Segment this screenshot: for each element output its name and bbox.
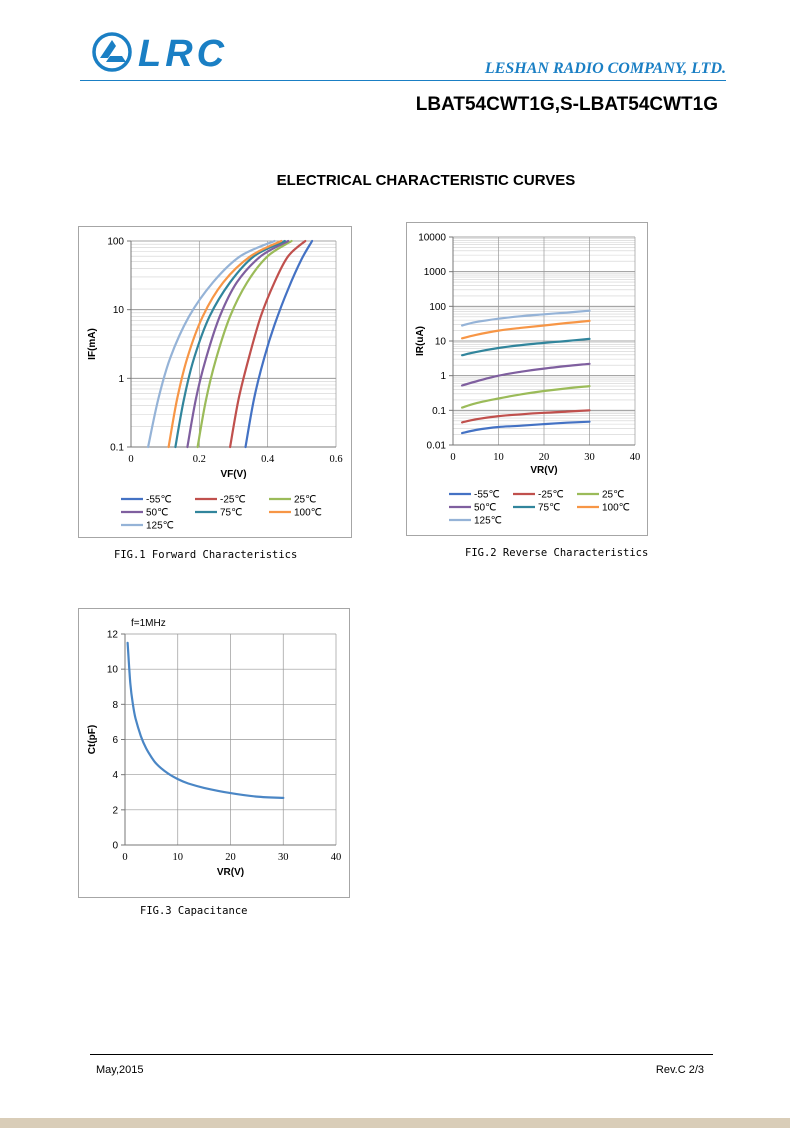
legend-label-5: 100℃ (602, 503, 630, 514)
series-line-3 (186, 239, 290, 449)
legend: -55℃ -25℃ 25℃ 50℃ 75℃ 100℃ 125℃ (449, 490, 630, 527)
y-axis-title: Ct(pF) (87, 725, 98, 754)
footer-date: May,2015 (96, 1064, 144, 1076)
y-tick-label: 1 (118, 374, 124, 385)
x-tick-label: 20 (225, 852, 236, 863)
x-tick-label: 0.2 (193, 454, 206, 465)
y-tick-label: 8 (112, 700, 118, 711)
legend-label-0: -55℃ (474, 490, 500, 501)
company-name: LESHAN RADIO COMPANY, LTD. (484, 60, 726, 77)
series-line-1 (229, 239, 307, 449)
y-tick-label: 0.1 (432, 406, 446, 417)
chart-annotation: f=1MHz (131, 618, 166, 629)
x-tick-label: 40 (331, 852, 342, 863)
forward-characteristics-chart: 0.1 1 10 100 0 0.2 0.4 0.6 VF(V) IF(mA) -55℃ -25℃ 25… (78, 226, 352, 538)
y-tick-label: 100 (107, 237, 124, 248)
x-axis-title: VF(V) (220, 469, 246, 480)
x-axis-title: VR(V) (217, 867, 244, 878)
y-tick-label: 0 (112, 841, 118, 852)
x-tick-label: 40 (630, 452, 641, 463)
y-tick-label: 100 (429, 302, 446, 313)
series-line-0 (461, 420, 591, 435)
fig3-svg: 0 2 4 6 8 10 12 0 10 20 30 40 VR(V) Ct(pF) f=1MHz (87, 618, 342, 878)
legend-label-3: 50℃ (474, 503, 496, 514)
footer-revision: Rev.C 2/3 (655, 1064, 704, 1076)
fig1-svg: 0.1 1 10 100 0 0.2 0.4 0.6 VF(V) IF(mA) -55℃ -25℃ 25… (87, 237, 343, 532)
legend-label-1: -25℃ (538, 490, 564, 501)
fig3-caption: FIG.3 Capacitance (140, 905, 248, 917)
y-tick-label: 1 (440, 371, 446, 382)
x-tick-label: 0 (128, 454, 133, 465)
header-divider (80, 80, 726, 81)
legend-label-4: 75℃ (220, 508, 242, 519)
series-line-0 (126, 641, 285, 799)
x-tick-label: 30 (584, 452, 595, 463)
legend-label-4: 75℃ (538, 503, 560, 514)
series-line-2 (461, 385, 591, 409)
page-bottom-band (0, 1118, 790, 1128)
y-tick-label: 10 (107, 665, 119, 676)
x-tick-label: 20 (539, 452, 550, 463)
capacitance-chart: 0 2 4 6 8 10 12 0 10 20 30 40 VR(V) Ct(pF) f=1MHz (78, 608, 350, 898)
y-tick-label: 0.1 (110, 443, 124, 454)
x-tick-label: 0 (122, 852, 127, 863)
grid (131, 240, 337, 448)
y-tick-label: 6 (112, 735, 118, 746)
footer-divider (90, 1054, 713, 1055)
x-tick-label: 10 (493, 452, 504, 463)
legend-label-5: 100℃ (294, 508, 322, 519)
series-line-4 (461, 337, 591, 357)
x-axis-title: VR(V) (530, 465, 557, 476)
grid (453, 236, 636, 446)
grid (125, 633, 337, 846)
series-line-2 (196, 239, 293, 449)
x-tick-label: 0.4 (261, 454, 275, 465)
logo-text: LRC (138, 33, 229, 75)
series-line-3 (461, 362, 591, 387)
y-tick-label: 0.01 (427, 441, 447, 452)
fig2-caption: FIG.2 Reverse Characteristics (465, 547, 649, 559)
logo-emblem-icon (92, 32, 132, 72)
y-tick-label: 10 (435, 337, 447, 348)
fig1-caption: FIG.1 Forward Characteristics (114, 549, 298, 561)
series-line-6 (147, 239, 276, 449)
series-line-5 (461, 319, 591, 340)
y-tick-label: 2 (112, 805, 118, 816)
series-line-5 (167, 239, 283, 449)
y-tick-label: 4 (112, 770, 118, 781)
legend-label-2: 25℃ (602, 490, 624, 501)
part-number-title: LBAT54CWT1G,S-LBAT54CWT1G (415, 94, 718, 115)
section-title: ELECTRICAL CHARACTERISTIC CURVES (276, 172, 576, 189)
y-tick-label: 1000 (424, 267, 447, 278)
series-line-0 (244, 239, 314, 449)
y-axis-title: IF(mA) (87, 328, 98, 360)
y-tick-label: 10000 (418, 233, 446, 244)
y-tick-label: 10 (113, 305, 125, 316)
reverse-characteristics-chart: 0.01 0.1 1 10 100 1000 10000 0 10 20 30 40 VR(V) IR(u… (406, 222, 648, 536)
legend-label-0: -55℃ (146, 495, 172, 506)
x-tick-label: 0.6 (329, 454, 342, 465)
legend-label-3: 50℃ (146, 508, 168, 519)
x-tick-label: 30 (278, 852, 289, 863)
legend-label-6: 125℃ (474, 516, 502, 527)
legend-label-2: 25℃ (294, 495, 316, 506)
y-tick-label: 12 (107, 630, 119, 641)
x-tick-label: 0 (450, 452, 455, 463)
series-line-1 (461, 409, 591, 424)
legend-label-1: -25℃ (220, 495, 246, 506)
company-logo: LRC (92, 32, 232, 74)
series-line-4 (174, 239, 286, 449)
series-line-6 (461, 309, 591, 327)
fig2-svg: 0.01 0.1 1 10 100 1000 10000 0 10 20 30 40 VR(V) IR(u… (415, 233, 641, 527)
y-axis-title: IR(uA) (415, 326, 426, 356)
legend: -55℃ -25℃ 25℃ 50℃ 75℃ 100℃ 125℃ (121, 495, 322, 532)
legend-label-6: 125℃ (146, 521, 174, 532)
x-tick-label: 10 (173, 852, 184, 863)
